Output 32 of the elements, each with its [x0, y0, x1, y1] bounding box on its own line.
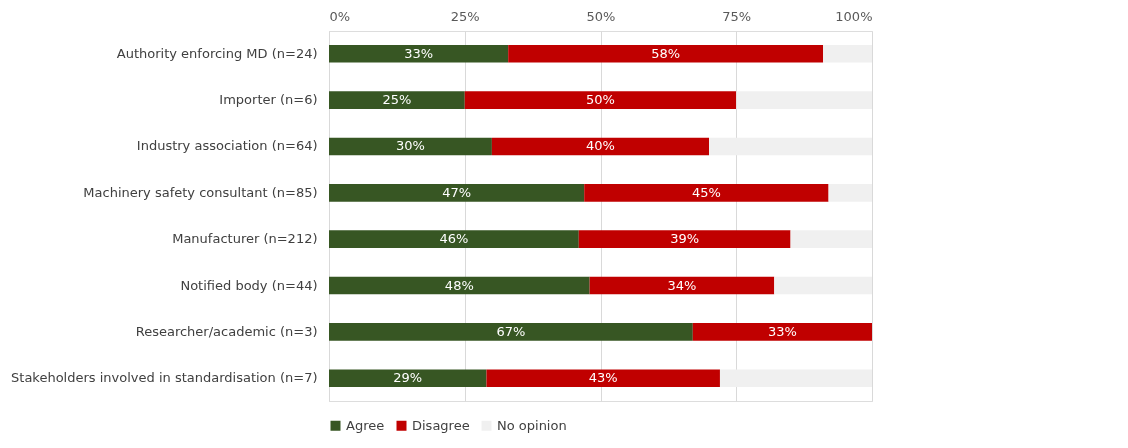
data-label: 33%	[404, 45, 434, 61]
data-label: 39%	[670, 231, 700, 247]
y-tick-label: Machinery safety consultant (n=85)	[83, 184, 318, 200]
data-label: 48%	[444, 277, 474, 293]
y-tick-label: Importer (n=6)	[219, 92, 318, 108]
data-label: 25%	[382, 92, 412, 108]
data-label: 40%	[586, 138, 615, 154]
legend-label: Agree	[346, 417, 385, 433]
data-label: 33%	[767, 323, 797, 339]
data-label: 45%	[691, 184, 721, 200]
data-label: 30%	[396, 138, 425, 154]
data-label: 47%	[442, 184, 472, 200]
data-label: 29%	[393, 370, 423, 386]
y-tick-label: Stakeholders involved in standardisation (n=7)	[11, 370, 318, 386]
x-tick-label: 75%	[722, 8, 752, 24]
y-tick-label: Researcher/academic (n=3)	[135, 323, 318, 339]
x-tick-label: 100%	[835, 8, 873, 24]
y-tick-label: Authority enforcing MD (n=24)	[116, 45, 318, 61]
legend-label: No opinion	[497, 417, 567, 433]
data-label: 58%	[651, 45, 681, 61]
data-label: 34%	[667, 277, 697, 293]
data-label: 43%	[588, 370, 618, 386]
legend-label: Disagree	[412, 417, 470, 433]
x-tick-label: 50%	[586, 8, 616, 24]
y-tick-label: Notified body (n=44)	[180, 277, 318, 293]
data-label: 67%	[496, 323, 526, 339]
y-tick-label: Manufacturer (n=212)	[172, 231, 318, 247]
data-label: 50%	[586, 92, 615, 108]
x-tick-label: 0%	[329, 8, 351, 24]
x-tick-label: 25%	[450, 8, 480, 24]
y-tick-label: Industry association (n=64)	[136, 138, 318, 154]
data-label: 46%	[439, 231, 469, 247]
